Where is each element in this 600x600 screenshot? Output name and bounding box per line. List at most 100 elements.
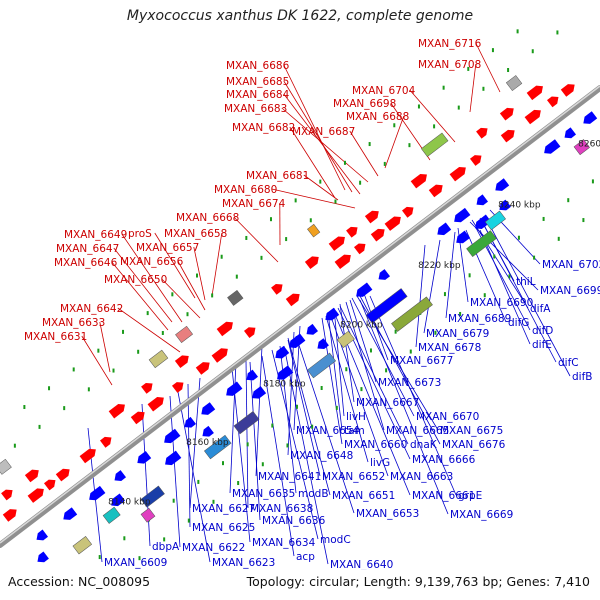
forward-gene-arrow (43, 479, 56, 491)
leader-line (369, 295, 457, 496)
reverse-gene-arrow (317, 338, 329, 350)
gene-label-reverse: MXAN_6679 (426, 328, 489, 340)
leader-line (161, 278, 201, 319)
forward-gene-arrow (243, 327, 256, 339)
gene-label-forward: MXAN_6708 (418, 59, 481, 71)
tick-dot (197, 479, 200, 484)
gene-label-reverse: livG (370, 457, 390, 469)
forward-gene-arrow (55, 468, 70, 482)
gene-label-reverse: MXAN_6699 (540, 285, 600, 297)
tick-dot (122, 329, 125, 334)
gene-label-reverse: MXAN_6651 (332, 490, 395, 502)
gene-label-reverse: MXAN_6625 (192, 522, 255, 534)
tick-dot (171, 292, 174, 297)
reverse-gene-arrow (456, 230, 471, 244)
forward-gene-arrow (216, 321, 233, 337)
reverse-gene-arrow (202, 425, 214, 437)
forward-gene-arrow (24, 469, 39, 483)
gene-label-forward: MXAN_6656 (120, 256, 184, 268)
leader-line (409, 89, 456, 143)
tick-dot (13, 443, 16, 448)
leader-line (303, 174, 339, 201)
gene-label-reverse: MXAN_6640 (330, 559, 393, 570)
feature-box (365, 288, 408, 324)
leader-line (117, 307, 181, 353)
genome-map: 8140 kbp 8160 kbp 8180 kbp 8200 kbp 8220 kbp… (0, 29, 600, 570)
gene-label-reverse: MXAN_6636 (262, 515, 326, 527)
reverse-gene-arrow (475, 214, 492, 229)
reverse-gene-arrow (164, 428, 181, 444)
kbp-tick-label: 8220 kbp (418, 261, 461, 271)
feature-box (227, 289, 244, 306)
gene-label-forward: proS (128, 228, 152, 240)
gene-label-forward: MXAN_6649 (64, 229, 127, 241)
reverse-gene-arrow (289, 333, 306, 348)
tick-dot (531, 49, 534, 54)
forward-gene-arrow (27, 488, 44, 503)
gene-label-forward: MXAN_6680 (214, 184, 277, 196)
leader-line (339, 305, 409, 445)
gene-label-forward: MXAN_6681 (246, 170, 309, 182)
feature-box (307, 223, 321, 238)
leader-line (193, 246, 206, 301)
leader-line (283, 64, 346, 191)
forward-gene-arrow (108, 404, 125, 419)
reverse-gene-arrow (306, 323, 319, 335)
forward-gene-arrow (171, 382, 184, 393)
forward-gene-arrow (546, 96, 559, 108)
tick-dot (468, 273, 471, 278)
tick-dot (237, 481, 240, 486)
feature-box (140, 507, 156, 523)
leader-line (423, 239, 441, 334)
gene-label-reverse: MXAN_6641 (258, 471, 321, 483)
leader-line (177, 260, 206, 311)
gene-label-forward: MXAN_6642 (60, 303, 123, 315)
leader-line (287, 339, 321, 477)
kbp-tick-label: 8260 kbp (578, 139, 600, 149)
gene-label-reverse: livH (346, 411, 366, 423)
kbp-tick-label: 8140 kbp (108, 497, 151, 507)
gene-label-reverse: MXAN_6648 (290, 450, 353, 462)
reverse-gene-arrow (201, 402, 216, 415)
reverse-gene-arrow (37, 551, 49, 563)
reverse-gene-arrow (356, 282, 373, 297)
tick-dot (408, 143, 411, 148)
feature-box (420, 132, 449, 157)
gene-label-reverse: MXAN_6669 (450, 509, 513, 521)
tick-dot (345, 367, 348, 372)
tick-dot (23, 405, 26, 410)
gene-label-forward: MXAN_6647 (56, 243, 119, 255)
leader-line (339, 303, 355, 403)
kbp-tick-label: 8160 kbp (186, 438, 229, 448)
gene-label-reverse: MXAN_6678 (418, 342, 481, 354)
tick-dot (311, 424, 314, 429)
forward-gene-arrow (346, 226, 358, 238)
gene-label-reverse: MXAN_6660 (344, 439, 407, 451)
tick-dot (269, 217, 272, 222)
tick-dot (63, 406, 66, 411)
kbp-tick-label: 8180 kbp (263, 379, 306, 389)
forward-gene-arrow (285, 293, 300, 307)
gene-label-reverse: MXAN_6690 (470, 297, 533, 309)
tick-dot (260, 255, 263, 260)
forward-gene-arrow (524, 109, 541, 125)
tick-dot (186, 312, 189, 317)
gene-label-reverse: acp (296, 551, 315, 563)
gene-label-reverse: difD (532, 325, 553, 337)
tick-dot (123, 536, 126, 541)
reverse-gene-arrow (495, 178, 510, 191)
forward-gene-arrow (130, 411, 145, 425)
feature-box (466, 230, 497, 258)
tick-dot (557, 236, 560, 241)
forward-gene-arrow (499, 107, 514, 121)
leader-line (154, 232, 196, 299)
tick-dot (187, 518, 190, 523)
gene-label-reverse: thiL (516, 276, 536, 288)
leader-line (121, 233, 183, 323)
gene-label-forward: MXAN_6674 (222, 198, 286, 210)
tick-dot (286, 443, 289, 448)
tick-dot (98, 555, 101, 560)
gene-label-reverse: MXAN_6666 (412, 454, 476, 466)
gene-label-forward: MXAN_6716 (418, 38, 482, 50)
feature-box (336, 330, 355, 348)
